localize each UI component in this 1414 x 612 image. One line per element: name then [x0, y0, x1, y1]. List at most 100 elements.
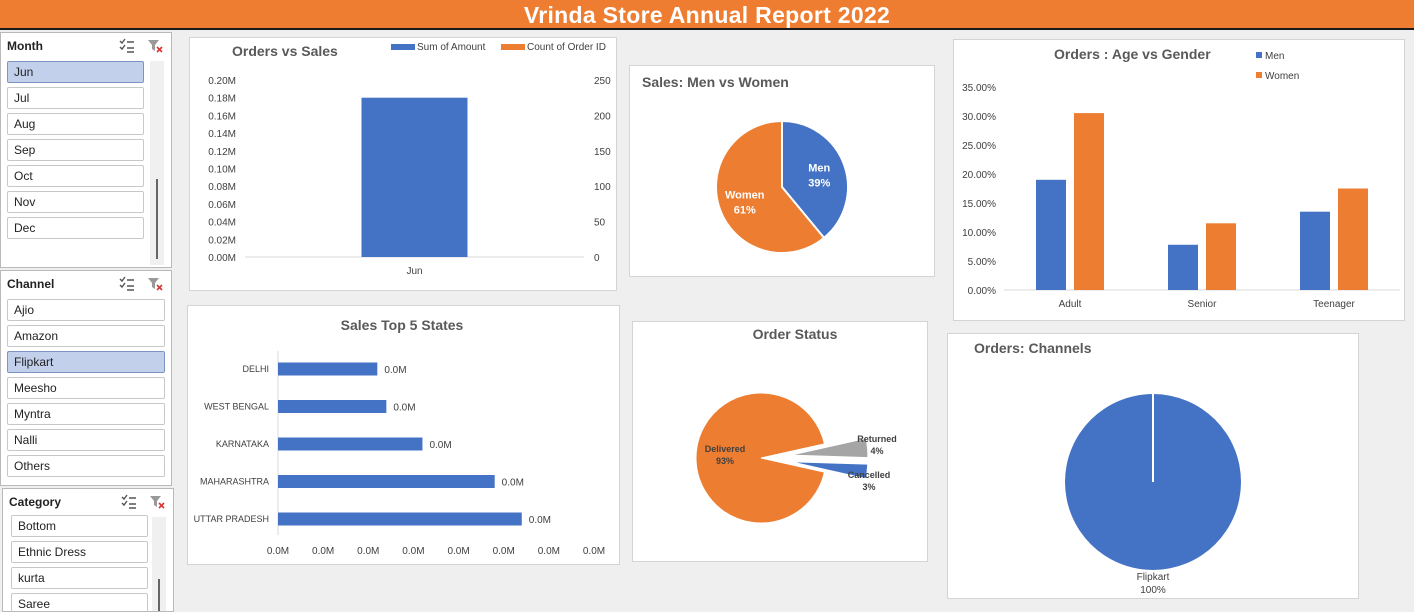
bar-teenager-men — [1300, 211, 1330, 290]
legend-label-men: Men — [1265, 51, 1284, 62]
month-slicer-item-jul[interactable]: Jul — [7, 87, 144, 109]
bar-senior-women — [1206, 223, 1236, 290]
legend-swatch-men — [1256, 52, 1262, 58]
slice-name-label: Men — [808, 163, 830, 175]
chart-title: Order Status — [753, 326, 838, 342]
men-vs-women-chart: Sales: Men vs Women Men 39% Women 61% — [642, 74, 849, 254]
y-tick-label: 0.12M — [208, 147, 236, 158]
y-tick-label: 0.16M — [208, 111, 236, 122]
month-slicer-scrollbar[interactable] — [150, 61, 164, 265]
y2-tick-label: 100 — [594, 182, 611, 193]
slice-value-label: 61% — [734, 204, 756, 216]
x-tick-label: 0.0M — [538, 546, 560, 557]
y-tick-label: 0.20M — [208, 76, 236, 87]
y-tick-label: UTTAR PRADESH — [194, 514, 269, 524]
slice-value-label: 93% — [716, 456, 734, 466]
pie-slice-returned — [790, 437, 869, 459]
month-slicer-item-nov[interactable]: Nov — [7, 191, 144, 213]
y-tick-label: 0.18M — [208, 94, 236, 105]
legend-swatch-sum-of-amount — [391, 44, 415, 50]
category-slicer-title: Category — [9, 495, 62, 509]
multi-select-icon[interactable] — [119, 276, 135, 292]
channel-slicer-title: Channel — [7, 277, 55, 291]
slice-value-label: 100% — [1140, 585, 1166, 596]
y2-tick-label: 150 — [594, 147, 611, 158]
channel-slicer-item-ajio[interactable]: Ajio — [7, 299, 165, 321]
chart-title: Sales: Men vs Women — [642, 74, 789, 90]
orders-channels-card: Orders: Channels Flipkart 100% — [947, 333, 1359, 599]
clear-filter-icon[interactable] — [149, 494, 165, 510]
x-tick-label: Teenager — [1313, 299, 1355, 310]
channel-slicer: Channel Ajio Amazon Flipkart Meesho Myntra Na… — [0, 270, 172, 486]
y-tick-label: KARNATAKA — [216, 439, 269, 449]
order-status-card: Order Status Delivered 93% Returned 4% Cancel… — [632, 321, 928, 562]
age-vs-gender-card: Orders : Age vs Gender Men Women 0.00% 5.00%… — [953, 39, 1405, 321]
slice-name-label: Flipkart — [1137, 572, 1170, 583]
men-vs-women-card: Sales: Men vs Women Men 39% Women 61% — [629, 65, 935, 277]
category-slicer-item-bottom[interactable]: Bottom — [11, 515, 148, 537]
orders-vs-sales-card: Orders vs Sales Sum of Amount Count of Ord… — [189, 37, 617, 291]
multi-select-icon[interactable] — [121, 494, 137, 510]
report-header: Vrinda Store Annual Report 2022 — [0, 0, 1414, 30]
legend-label-women: Women — [1265, 71, 1299, 82]
channel-slicer-item-flipkart[interactable]: Flipkart — [7, 351, 165, 373]
month-slicer: Month Jun Jul Aug Sep Oct Nov Dec — [0, 32, 172, 268]
slice-value-label: 3% — [862, 482, 875, 492]
channel-slicer-item-myntra[interactable]: Myntra — [7, 403, 165, 425]
legend-swatch-count-of-order-id — [501, 44, 525, 50]
channel-slicer-item-amazon[interactable]: Amazon — [7, 325, 165, 347]
y-tick-label: 0.00M — [208, 253, 236, 264]
month-slicer-item-aug[interactable]: Aug — [7, 113, 144, 135]
order-status-chart: Order Status Delivered 93% Returned 4% Cancel… — [695, 326, 897, 524]
pie-slice-cancelled — [790, 461, 869, 480]
legend-swatch-women — [1256, 72, 1262, 78]
y-tick-label: 20.00% — [962, 170, 996, 181]
channel-slicer-item-others[interactable]: Others — [7, 455, 165, 477]
chart-title: Sales Top 5 States — [341, 317, 464, 333]
chart-title: Orders: Channels — [974, 340, 1092, 356]
chart-title: Orders vs Sales — [232, 43, 338, 59]
x-tick-label: Adult — [1059, 299, 1082, 310]
month-slicer-item-sep[interactable]: Sep — [7, 139, 144, 161]
month-slicer-item-oct[interactable]: Oct — [7, 165, 144, 187]
pie-slice-delivered — [695, 392, 826, 524]
data-label: 0.0M — [393, 403, 415, 414]
y-tick-label: MAHARASHTRA — [200, 477, 269, 487]
orders-vs-sales-chart: Orders vs Sales Sum of Amount Count of Ord… — [208, 42, 611, 277]
x-tick-label: Jun — [406, 266, 422, 277]
bar-delhi — [278, 362, 378, 376]
top5-states-chart: Sales Top 5 States DELHI 0.0M WEST BENGAL 0.… — [194, 317, 605, 557]
y-tick-label: 15.00% — [962, 199, 996, 210]
slice-name-label: Cancelled — [848, 470, 891, 480]
data-label: 0.0M — [502, 478, 524, 489]
y-tick-label: 0.06M — [208, 200, 236, 211]
category-slicer-scrollbar[interactable] — [152, 517, 166, 611]
orders-channels-chart: Orders: Channels Flipkart 100% — [974, 340, 1241, 596]
bar-west-bengal — [278, 400, 387, 413]
top5-states-card: Sales Top 5 States DELHI 0.0M WEST BENGAL 0.… — [187, 305, 620, 565]
month-slicer-item-jun[interactable]: Jun — [7, 61, 144, 83]
x-tick-label: 0.0M — [402, 546, 424, 557]
age-vs-gender-chart: Orders : Age vs Gender Men Women 0.00% 5.00%… — [962, 46, 1400, 310]
category-slicer-item-kurta[interactable]: kurta — [11, 567, 148, 589]
multi-select-icon[interactable] — [119, 38, 135, 54]
x-tick-label: Senior — [1188, 299, 1218, 310]
category-slicer-item-saree[interactable]: Saree — [11, 593, 148, 611]
channel-slicer-item-meesho[interactable]: Meesho — [7, 377, 165, 399]
channel-slicer-item-nalli[interactable]: Nalli — [7, 429, 165, 451]
x-tick-label: 0.0M — [312, 546, 334, 557]
y-tick-label: 35.00% — [962, 83, 996, 94]
y-tick-label: 0.14M — [208, 129, 236, 140]
data-label: 0.0M — [429, 440, 451, 451]
bar-maharashtra — [278, 475, 495, 488]
category-slicer-item-ethnic-dress[interactable]: Ethnic Dress — [11, 541, 148, 563]
legend-label-count-of-order-id: Count of Order ID — [527, 42, 606, 53]
month-slicer-item-dec[interactable]: Dec — [7, 217, 144, 239]
month-slicer-title: Month — [7, 39, 43, 53]
clear-filter-icon[interactable] — [147, 276, 163, 292]
slice-name-label: Returned — [857, 434, 897, 444]
chart-title: Orders : Age vs Gender — [1054, 46, 1211, 62]
data-label: 0.0M — [529, 515, 551, 526]
clear-filter-icon[interactable] — [147, 38, 163, 54]
slice-value-label: 4% — [870, 446, 883, 456]
